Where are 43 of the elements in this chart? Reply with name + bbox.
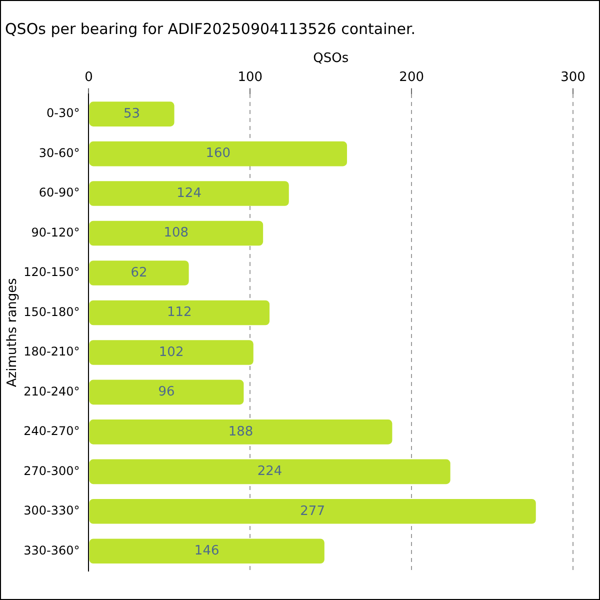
bar	[89, 260, 189, 286]
data-label: 224	[257, 464, 282, 480]
y-axis-title: Azimuths ranges	[5, 278, 20, 388]
bar	[89, 420, 392, 444]
data-label: 96	[158, 384, 175, 400]
y-tick-label: 0-30°	[46, 106, 80, 120]
bar	[89, 340, 254, 365]
bar	[89, 181, 289, 206]
data-label: 102	[158, 344, 184, 360]
data-label: 62	[130, 265, 148, 280]
y-tick-label: 210-240°	[24, 384, 80, 398]
data-label: 160	[206, 146, 231, 162]
y-tick-label: 240-270°	[24, 424, 80, 438]
bar	[89, 102, 174, 126]
bar	[89, 141, 348, 166]
y-tick-label: 90-120°	[31, 225, 80, 240]
chart-title: QSOs per bearing for ADIF20250904113526 container.	[5, 20, 416, 38]
y-tick-label: 150-180°	[24, 304, 80, 319]
y-tick-label: 300-330°	[24, 504, 80, 518]
x-tick-label: 200	[399, 70, 424, 85]
data-label: 146	[194, 544, 220, 559]
data-label: 112	[166, 305, 192, 320]
data-label: 108	[164, 226, 189, 241]
bar	[89, 300, 270, 326]
data-label: 53	[123, 106, 140, 122]
y-tick-label: 60-90°	[38, 186, 80, 200]
bar	[89, 380, 244, 405]
bar	[89, 220, 264, 246]
y-tick-label: 30-60°	[38, 146, 80, 160]
x-axis-title: QSOs	[313, 51, 349, 66]
y-tick-label: 120-150°	[24, 265, 80, 280]
data-label: 277	[300, 504, 325, 519]
x-tick-label: 0	[84, 70, 93, 85]
bar	[89, 459, 450, 484]
x-tick-label: 100	[238, 70, 263, 85]
y-tick-label: 270-300°	[24, 464, 80, 478]
bar	[89, 538, 324, 564]
bar	[89, 499, 536, 524]
data-label: 124	[176, 186, 202, 201]
y-tick-label: 180-210°	[24, 344, 80, 359]
data-label: 188	[228, 424, 254, 440]
y-tick-label: 330-360°	[24, 543, 80, 558]
x-tick-label: 300	[560, 70, 586, 85]
